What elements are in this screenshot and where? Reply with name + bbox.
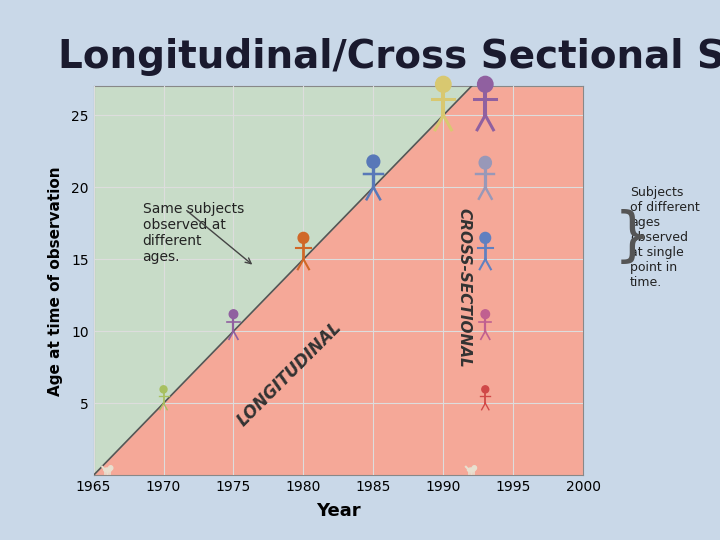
Circle shape: [436, 76, 451, 92]
Polygon shape: [94, 0, 583, 475]
Ellipse shape: [467, 468, 475, 472]
Text: CROSS-SECTIONAL: CROSS-SECTIONAL: [456, 208, 472, 368]
X-axis label: Year: Year: [316, 502, 361, 521]
Ellipse shape: [104, 468, 112, 472]
Circle shape: [482, 386, 489, 393]
Circle shape: [481, 310, 490, 319]
Circle shape: [480, 157, 491, 169]
Circle shape: [477, 76, 493, 92]
Text: }: }: [614, 209, 652, 266]
Circle shape: [367, 155, 379, 168]
Text: Same subjects
observed at
different
ages.: Same subjects observed at different ages…: [143, 201, 244, 264]
Circle shape: [472, 465, 477, 470]
Circle shape: [480, 232, 490, 244]
Circle shape: [298, 232, 309, 244]
Polygon shape: [94, 0, 583, 475]
Circle shape: [160, 386, 167, 393]
Y-axis label: Age at time of observation: Age at time of observation: [48, 166, 63, 396]
Circle shape: [229, 310, 238, 319]
Text: Longitudinal/Cross Sectional Study: Longitudinal/Cross Sectional Study: [58, 38, 720, 76]
Text: Subjects
of different
ages
observed
at single
point in
time.: Subjects of different ages observed at s…: [630, 186, 700, 289]
Circle shape: [109, 465, 113, 470]
Text: LONGITUDINAL: LONGITUDINAL: [233, 319, 346, 430]
